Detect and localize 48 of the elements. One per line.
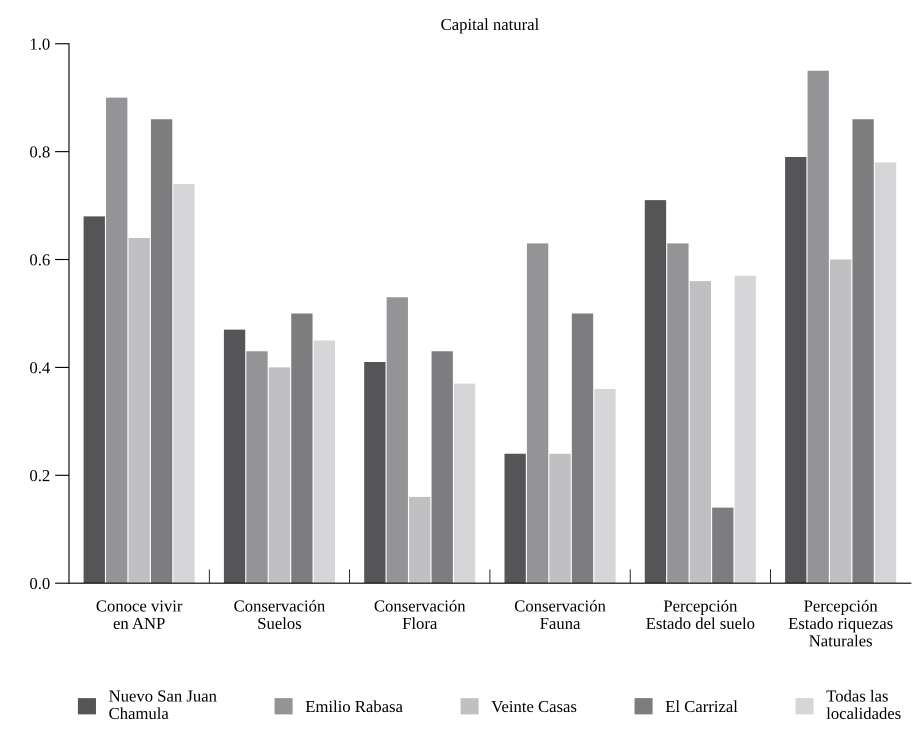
y-tick-label: 1.0 — [30, 38, 50, 50]
bar — [173, 184, 195, 584]
bar — [712, 508, 734, 584]
bar — [128, 238, 150, 584]
bar — [224, 330, 246, 584]
y-tick-label: 0.8 — [30, 146, 50, 158]
bar — [667, 243, 689, 584]
bar — [526, 243, 548, 584]
bar — [874, 162, 896, 584]
bar — [690, 281, 712, 584]
legend-label: El Carrizal — [666, 700, 738, 712]
bar — [504, 454, 526, 584]
legend-label: Emilio Rabasa — [306, 700, 403, 712]
bar — [386, 297, 408, 584]
bar — [409, 496, 430, 584]
bar — [594, 388, 616, 584]
legend-label: Nuevo San Juan Chamula — [109, 690, 217, 720]
bar — [644, 200, 666, 584]
y-tick-label: 0.4 — [30, 362, 50, 374]
bar — [734, 276, 756, 584]
legend-label: Todas las localidades — [826, 690, 901, 720]
bar — [432, 351, 453, 584]
bar — [454, 384, 476, 584]
chart-title: Capital natural — [441, 18, 539, 34]
bar — [852, 119, 874, 584]
bar — [549, 454, 571, 584]
bar — [808, 70, 829, 584]
bar — [246, 351, 268, 584]
bar — [572, 313, 594, 584]
y-tick-label: 0.6 — [30, 254, 50, 266]
bar — [830, 260, 852, 584]
bar — [106, 98, 128, 584]
x-tick-label: Percepción Estado riquezas Naturales — [788, 600, 893, 646]
bar — [84, 216, 105, 584]
bar — [291, 313, 313, 584]
bar — [364, 362, 386, 584]
y-tick-label: 0.0 — [30, 578, 50, 590]
bar — [785, 157, 806, 584]
legend-label: Veinte Casas — [491, 700, 576, 712]
bar — [314, 340, 336, 584]
x-tick-label: Percepción Estado del suelo — [646, 600, 754, 630]
bar — [150, 119, 172, 584]
x-tick-label: Conservación Suelos — [234, 600, 326, 630]
x-tick-label: Conoce vivir en ANP — [96, 600, 182, 630]
x-tick-label: Conservación Fauna — [514, 600, 606, 630]
bar — [268, 367, 290, 584]
x-tick-label: Conservación Flora — [374, 600, 466, 630]
y-tick-label: 0.2 — [30, 470, 50, 482]
